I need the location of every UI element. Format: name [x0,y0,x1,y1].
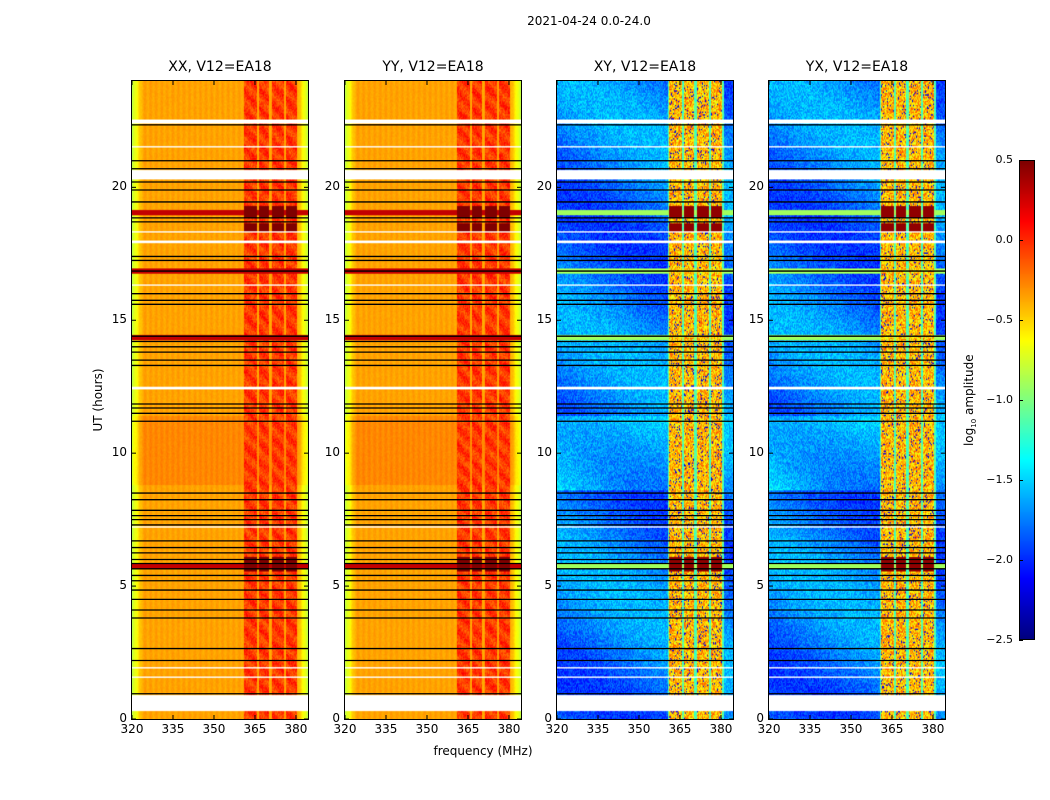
y-tick-label: 20 [324,179,340,194]
x-tick-label: 320 [120,722,144,736]
y-tick-label: 15 [324,312,340,327]
figure-title: 2021-04-24 0.0-24.0 [527,14,651,28]
x-tick-label: 365 [668,722,692,736]
panel-title: XX, V12=EA18 [168,59,272,75]
y-tick-label: 0 [756,711,764,725]
y-tick-label: 20 [111,179,127,194]
y-tick-label: 0 [332,711,340,725]
colorbar-tick-mark [1019,320,1023,321]
colorbar-tick-label: −1.5 [986,473,1013,486]
x-tick-label: 380 [709,722,733,736]
x-tick-label: 380 [497,722,521,736]
y-tick-label: 5 [332,578,340,593]
x-tick-label: 365 [243,722,267,736]
x-tick-label: 320 [333,722,357,736]
y-tick-label: 5 [119,578,127,593]
y-tick-label: 20 [748,179,764,194]
colorbar-tick-mark [1019,480,1023,481]
x-tick-label: 350 [415,722,439,736]
y-tick-label: 10 [748,445,764,460]
colorbar-tick-mark [1019,560,1023,561]
panel-title: XY, V12=EA18 [593,59,697,75]
colorbar-tick-label: −2.5 [986,633,1013,646]
colorbar-tick-mark [1019,240,1023,241]
panel-title: YX, V12=EA18 [805,59,909,75]
heatmap-panel-yy [344,80,522,720]
x-tick-label: 320 [545,722,569,736]
x-tick-label: 380 [284,722,308,736]
y-tick-label: 15 [536,312,552,327]
heatmap-panel-yx [768,80,946,720]
x-tick-label: 350 [202,722,226,736]
colorbar-tick-label: −2.0 [986,553,1013,566]
y-tick-label: 5 [756,578,764,593]
colorbar-tick-mark [1019,640,1023,641]
y-tick-label: 5 [544,578,552,593]
y-tick-label: 15 [111,312,127,327]
heatmap-image [769,81,945,719]
y-tick-label: 15 [748,312,764,327]
x-tick-label: 335 [586,722,610,736]
y-tick-label: 10 [536,445,552,460]
x-tick-label: 380 [921,722,945,736]
colorbar-tick-label: 0.0 [995,233,1014,246]
colorbar-tick-mark [1019,400,1023,401]
x-tick-label: 350 [839,722,863,736]
y-axis-label: UT (hours) [91,368,105,432]
x-tick-label: 335 [374,722,398,736]
heatmap-image [557,81,733,719]
x-axis-label: frequency (MHz) [433,744,533,758]
x-tick-label: 320 [757,722,781,736]
y-tick-label: 20 [536,179,552,194]
x-tick-label: 335 [798,722,822,736]
colorbar-tick-label: −0.5 [986,313,1013,326]
heatmap-image [132,81,308,719]
heatmap-panel-xx [131,80,309,720]
colorbar-tick-label: −1.0 [986,393,1013,406]
heatmap-image [345,81,521,719]
x-tick-label: 335 [161,722,185,736]
y-tick-label: 0 [544,711,552,725]
x-tick-label: 350 [627,722,651,736]
colorbar-tick-label: 0.5 [995,153,1014,166]
y-tick-label: 0 [119,711,127,725]
heatmap-panel-xy [556,80,734,720]
y-tick-label: 10 [111,445,127,460]
colorbar-tick-mark [1019,160,1023,161]
y-tick-label: 10 [324,445,340,460]
panel-title: YY, V12=EA18 [382,59,484,75]
x-tick-label: 365 [880,722,904,736]
x-tick-label: 365 [456,722,480,736]
